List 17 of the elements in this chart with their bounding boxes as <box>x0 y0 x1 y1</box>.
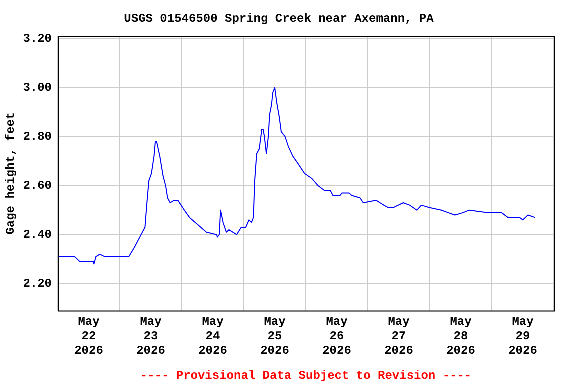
x-tick-label: May 24 2026 <box>198 315 228 358</box>
chart-title: USGS 01546500 Spring Creek near Axemann, PA <box>124 12 435 26</box>
x-tick-label: May 27 2026 <box>384 315 414 358</box>
y-tick-label: 2.60 <box>23 178 52 193</box>
x-tick-label: May 26 2026 <box>322 315 352 358</box>
y-tick-label: 3.00 <box>23 80 52 95</box>
x-tick-label: May 23 2026 <box>136 315 166 358</box>
text: ---- Provisional Data Subject to Revision ---- <box>140 369 472 384</box>
y-tick-label: 3.20 <box>23 32 52 46</box>
y-tick-label: 2.40 <box>23 228 52 242</box>
y-tick-label: 2.80 <box>23 130 52 144</box>
x-tick-label: May 29 2026 <box>508 315 538 358</box>
x-tick-label: May 28 2026 <box>446 315 476 358</box>
x-tick-label: May 25 2026 <box>260 315 290 358</box>
x-tick-label: May 22 2026 <box>74 315 104 358</box>
y-tick-label: 2.20 <box>23 276 52 291</box>
y-axis-title: Gage height, feet <box>4 112 18 235</box>
